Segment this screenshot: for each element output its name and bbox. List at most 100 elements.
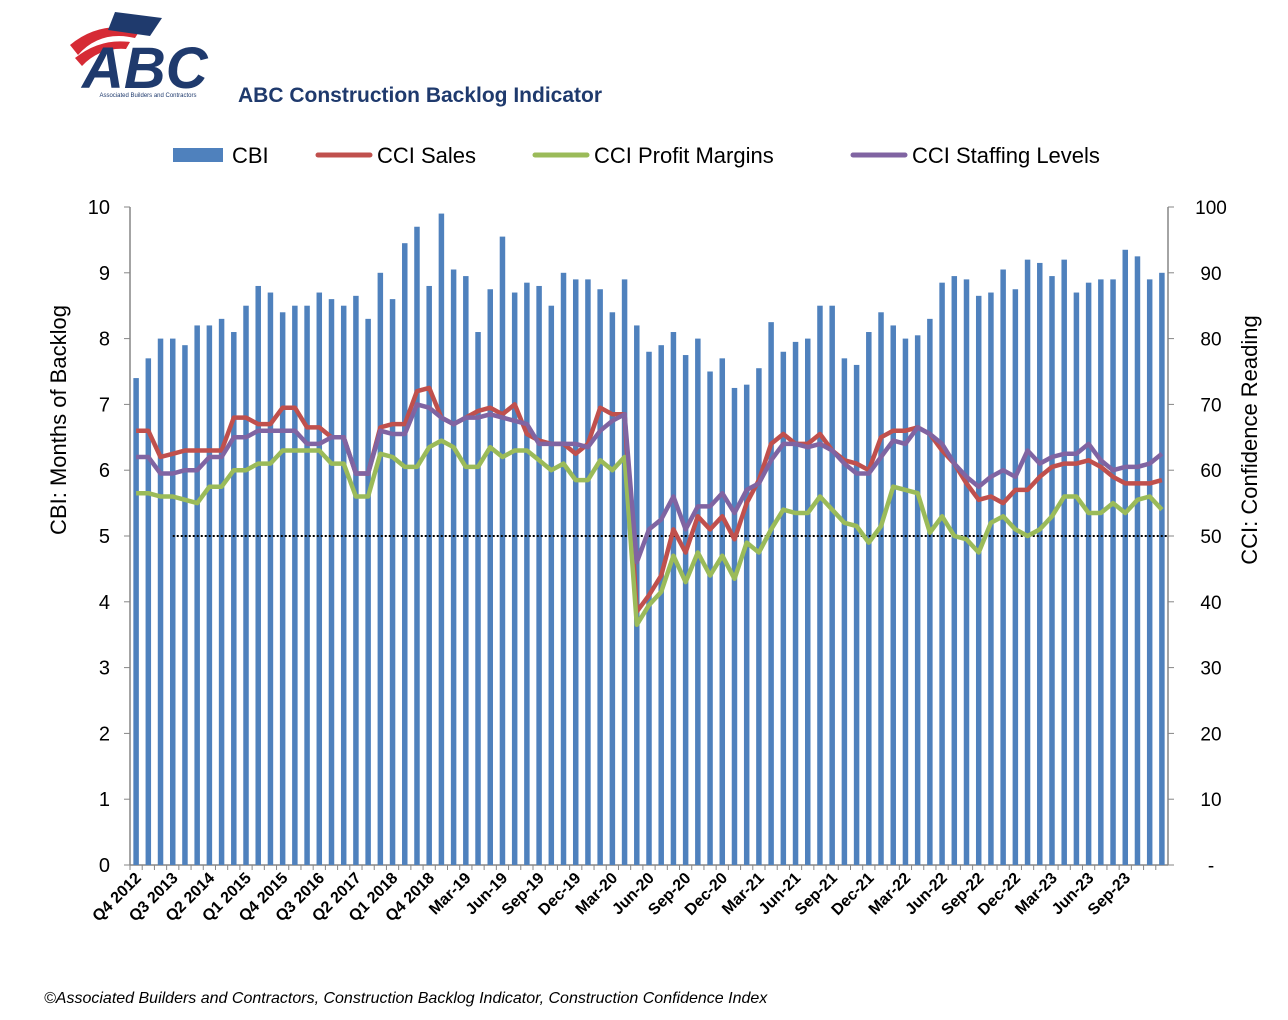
bar: [866, 332, 872, 865]
bar: [572, 279, 579, 865]
bar: [927, 318, 933, 865]
bar: [426, 285, 432, 866]
bar: [487, 289, 493, 865]
legend-label: CCI Staffing Levels: [912, 143, 1100, 168]
bar: [353, 295, 359, 866]
bar: [841, 358, 848, 865]
bar: [805, 338, 811, 866]
bar: [914, 335, 921, 865]
bar: [267, 292, 274, 865]
bar: [695, 338, 701, 866]
bar: [597, 289, 603, 865]
line-series: [136, 402, 1164, 565]
y2-tick-label: 70: [1200, 395, 1221, 416]
bar: [1085, 282, 1092, 865]
bar: [975, 295, 982, 866]
bar: [194, 325, 200, 865]
bar: [511, 292, 518, 865]
chart-title: ABC Construction Backlog Indicator: [238, 84, 602, 107]
bar: [1134, 256, 1141, 866]
bar: [499, 236, 506, 866]
y-tick-label: 10: [88, 197, 110, 219]
bar: [548, 305, 555, 865]
bar: [817, 305, 823, 865]
bar: [1061, 259, 1067, 865]
bar: [133, 378, 139, 865]
bar: [621, 279, 628, 865]
bar: [1049, 276, 1055, 866]
bar: [1037, 262, 1043, 865]
bar: [939, 282, 945, 865]
bar: [524, 282, 530, 865]
bar: [670, 332, 677, 865]
line-series: [136, 385, 1163, 614]
y-tick-label: 3: [99, 658, 110, 680]
bar: [731, 387, 738, 865]
legend-label: CBI: [232, 143, 269, 168]
y2-tick-label: 90: [1200, 264, 1221, 285]
legend-swatch: [173, 148, 223, 162]
bar: [1122, 249, 1129, 865]
bar: [218, 318, 225, 865]
y-tick-label: 7: [99, 394, 110, 416]
y-tick-label: 4: [99, 592, 110, 614]
y-tick-label: 2: [99, 723, 110, 745]
y-tick-label: 9: [99, 263, 110, 285]
bar: [951, 276, 958, 866]
logo-stars: [108, 12, 162, 36]
y-tick-label: 5: [99, 526, 110, 548]
bar: [292, 305, 298, 865]
logo: ABC Associated Builders and Contractors: [70, 12, 209, 101]
y-tick-label: 1: [99, 789, 110, 811]
y2-tick-label: -: [1208, 856, 1214, 877]
bar: [963, 279, 970, 865]
bar: [792, 341, 799, 865]
bar: [463, 276, 469, 866]
bar: [1159, 272, 1165, 865]
bar: [279, 312, 286, 865]
logo-text: ABC: [80, 36, 209, 101]
bar: [316, 292, 323, 865]
y2-tick-label: 100: [1195, 198, 1227, 219]
y-tick-label: 8: [99, 329, 110, 351]
bar: [389, 299, 396, 865]
legend-label: CCI Sales: [377, 143, 476, 168]
bar: [1012, 289, 1019, 865]
bar: [1146, 279, 1153, 865]
bar: [157, 338, 164, 866]
bar: [707, 371, 713, 865]
bar: [231, 332, 237, 865]
y2-tick-label: 60: [1200, 461, 1221, 482]
legend-label: CCI Profit Margins: [594, 143, 774, 168]
bar: [450, 269, 457, 865]
bar: [402, 243, 408, 865]
y-tick-label: 6: [99, 460, 110, 482]
logo-stripe: [70, 27, 140, 55]
y2-axis-title: CCI: Confidence Reading: [1237, 315, 1262, 564]
line-series: [136, 438, 1164, 628]
bar: [475, 332, 481, 865]
bar: [829, 305, 835, 865]
bar: [585, 279, 591, 865]
bar: [328, 299, 335, 865]
bar: [243, 305, 249, 865]
y-axis-title: CBI: Months of Backlog: [46, 305, 71, 535]
y2-tick-label: 10: [1200, 790, 1221, 811]
y2-tick-label: 40: [1200, 593, 1221, 614]
bar: [853, 364, 860, 865]
bar: [780, 351, 787, 865]
bar: [145, 358, 152, 865]
bar: [169, 338, 176, 866]
bar: [890, 325, 896, 865]
bar: [438, 213, 445, 865]
bar: [206, 325, 213, 865]
bar: [1098, 279, 1104, 865]
bar: [377, 272, 384, 865]
bar: [255, 285, 261, 866]
bar: [536, 285, 542, 866]
bar: [560, 272, 567, 865]
bar: [182, 345, 188, 865]
footnote: ©Associated Builders and Contractors, Co…: [44, 990, 768, 1007]
bar: [756, 368, 762, 865]
